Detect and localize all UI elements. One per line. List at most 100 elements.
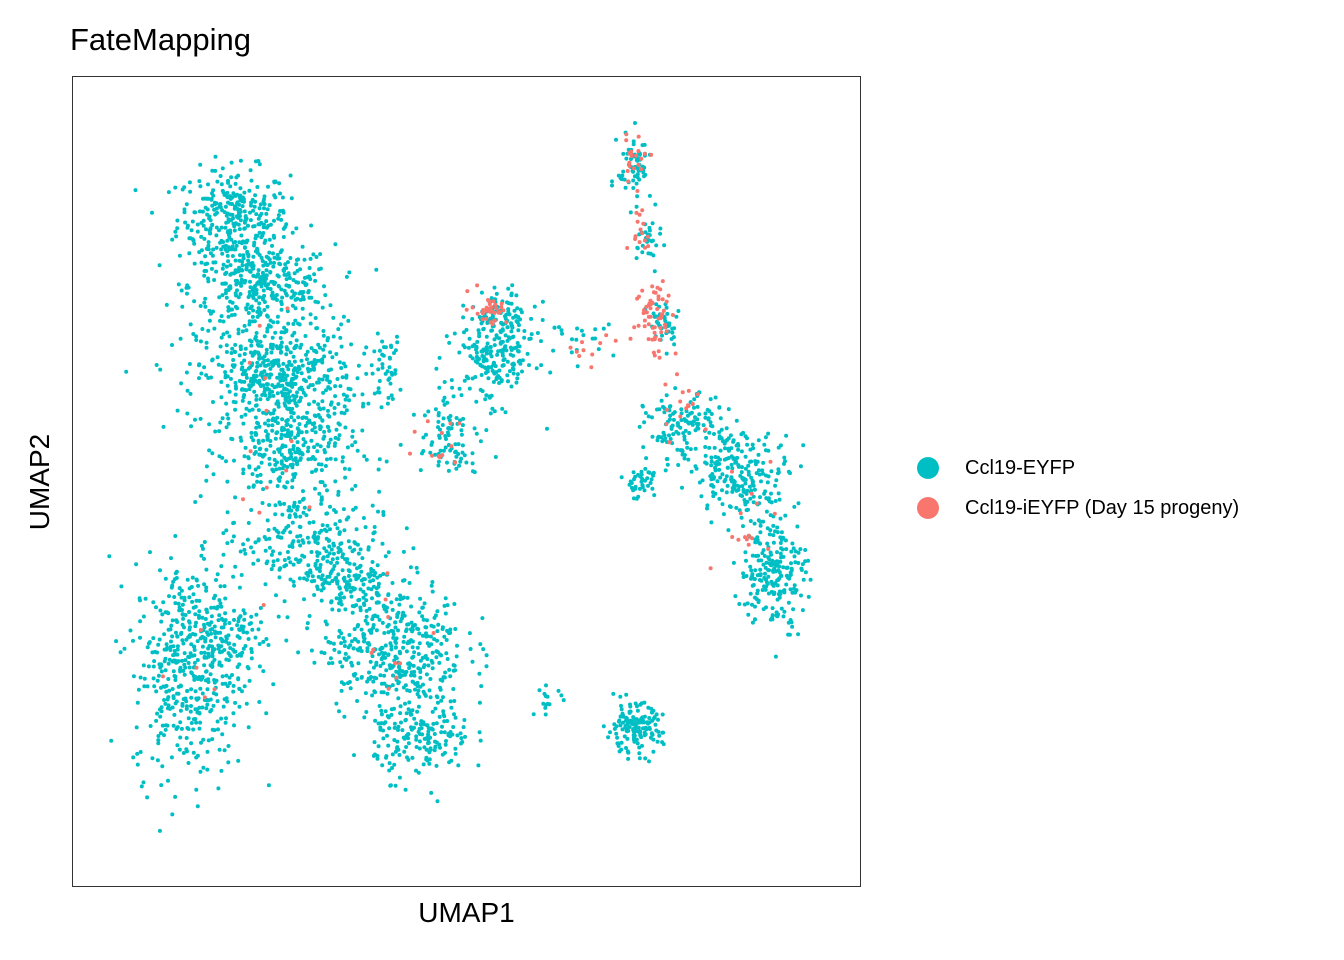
data-point <box>366 401 371 406</box>
data-point <box>501 358 506 363</box>
data-point <box>180 602 185 607</box>
data-point <box>790 541 795 546</box>
data-point <box>238 253 242 258</box>
data-point <box>226 421 231 426</box>
data-point <box>176 282 181 287</box>
data-point <box>193 689 198 694</box>
data-point <box>298 533 303 538</box>
data-point <box>312 399 317 404</box>
data-point <box>758 523 763 528</box>
data-point <box>481 354 486 359</box>
data-point <box>772 592 777 596</box>
data-point <box>783 513 788 518</box>
data-point <box>237 227 242 232</box>
data-point <box>226 744 231 748</box>
data-point <box>159 662 164 667</box>
data-point <box>746 542 751 547</box>
data-point <box>618 694 623 699</box>
data-point <box>647 720 652 725</box>
data-point <box>254 298 259 303</box>
data-point <box>460 443 465 448</box>
data-point <box>678 399 683 404</box>
data-point <box>649 477 654 482</box>
data-point <box>197 705 202 710</box>
data-point <box>520 369 524 374</box>
data-point <box>305 570 310 575</box>
data-point <box>158 608 163 613</box>
data-point <box>207 448 212 453</box>
data-point <box>257 323 262 328</box>
data-point <box>361 582 366 587</box>
data-point <box>268 270 273 275</box>
data-point <box>319 588 324 593</box>
data-point <box>325 554 330 559</box>
data-point <box>659 314 664 319</box>
data-point <box>246 455 251 460</box>
data-point <box>166 661 171 666</box>
data-point <box>377 348 382 353</box>
data-point <box>667 433 671 438</box>
data-point <box>522 329 527 333</box>
data-point <box>198 769 203 774</box>
data-point <box>215 699 220 704</box>
data-point <box>221 319 226 324</box>
data-point <box>628 336 633 341</box>
data-point <box>195 804 200 809</box>
data-point <box>364 371 369 376</box>
data-point <box>198 184 203 189</box>
data-point <box>346 574 351 578</box>
data-point <box>297 576 302 581</box>
data-point <box>381 736 386 741</box>
data-point <box>182 672 187 677</box>
data-point <box>220 266 225 271</box>
data-point <box>803 559 808 564</box>
data-point <box>453 751 458 756</box>
data-point <box>237 687 242 691</box>
data-point <box>302 576 306 581</box>
data-point <box>223 204 228 209</box>
data-point <box>174 699 179 704</box>
data-point <box>205 630 209 635</box>
data-point <box>359 649 364 654</box>
data-point <box>692 405 696 410</box>
data-point <box>548 370 553 375</box>
data-point <box>624 132 629 137</box>
data-point <box>589 365 594 370</box>
data-point <box>708 397 713 402</box>
data-point <box>257 452 262 457</box>
data-point <box>647 193 652 198</box>
data-point <box>258 472 263 477</box>
data-point <box>185 577 190 582</box>
data-point <box>679 411 684 416</box>
data-point <box>247 400 252 405</box>
data-point <box>631 142 636 147</box>
legend-item-ccl19-eyfp: Ccl19-EYFP <box>912 448 1239 488</box>
data-point <box>724 474 729 479</box>
data-point <box>637 212 642 217</box>
data-point <box>425 419 430 424</box>
data-point <box>377 457 382 462</box>
data-point <box>184 736 189 740</box>
data-point <box>253 540 258 545</box>
data-point <box>299 342 304 347</box>
data-point <box>428 677 433 681</box>
data-point <box>668 413 673 418</box>
data-point <box>250 407 255 412</box>
data-point <box>279 330 284 335</box>
data-point <box>431 631 436 635</box>
data-point <box>433 745 438 750</box>
data-point <box>631 715 636 720</box>
data-point <box>188 189 193 194</box>
data-point <box>722 441 727 446</box>
data-point <box>268 443 273 448</box>
data-point <box>610 183 614 188</box>
data-point <box>451 687 456 691</box>
data-point <box>217 429 222 434</box>
data-point <box>753 604 757 609</box>
data-point <box>753 595 757 600</box>
data-point <box>459 741 463 746</box>
data-point <box>433 613 438 618</box>
data-point <box>224 350 229 354</box>
data-point <box>635 708 640 713</box>
data-point <box>364 710 369 714</box>
